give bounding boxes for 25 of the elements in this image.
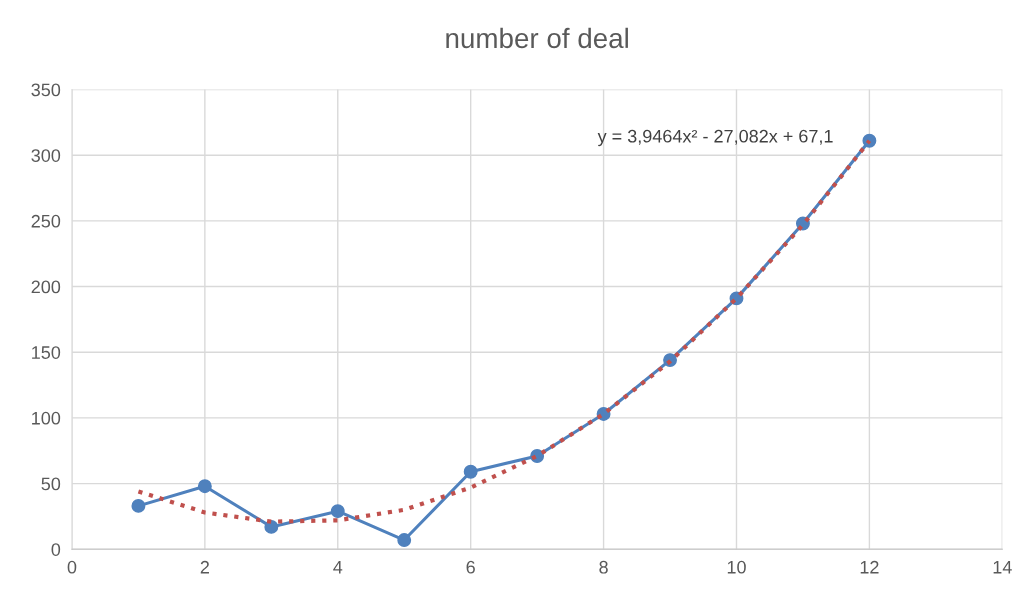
- point: [862, 133, 877, 148]
- point: [197, 479, 212, 494]
- y-tick-label: 0: [51, 543, 61, 556]
- y-tick-label: 200: [31, 280, 61, 294]
- point: [463, 464, 478, 479]
- y-tick-label: 350: [31, 83, 61, 97]
- x-tick-label: 14: [993, 561, 1012, 574]
- point: [397, 533, 412, 547]
- x-tick-label: 10: [727, 560, 746, 574]
- y-tick-label: 100: [32, 411, 61, 425]
- y-tick-label: 150: [32, 346, 61, 359]
- point: [131, 498, 146, 513]
- y-tick-label: 50: [41, 477, 61, 491]
- x-tick-label: 4: [333, 561, 343, 574]
- point: [330, 504, 345, 519]
- point: [264, 519, 279, 534]
- y-tick-label: 250: [31, 214, 61, 228]
- x-tick-label: 0: [67, 560, 77, 574]
- chart-title: number of deal: [446, 27, 628, 49]
- x-tick-label: 12: [860, 560, 879, 574]
- x-tick-label: 2: [200, 560, 209, 574]
- y-tick-label: 300: [31, 149, 61, 162]
- x-tick-label: 8: [599, 560, 608, 574]
- annotation: y = 3,9464x² - 27,082x + 67,1: [597, 129, 833, 147]
- x-tick-label: 6: [466, 560, 475, 574]
